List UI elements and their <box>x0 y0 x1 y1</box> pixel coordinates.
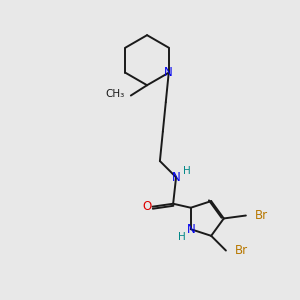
Text: N: N <box>172 171 181 184</box>
Text: H: H <box>182 166 190 176</box>
Text: H: H <box>178 232 186 242</box>
Text: N: N <box>186 223 195 236</box>
Text: Br: Br <box>255 209 268 222</box>
Text: N: N <box>164 66 173 79</box>
Text: O: O <box>142 200 151 213</box>
Text: CH₃: CH₃ <box>106 89 125 99</box>
Text: Br: Br <box>235 244 248 257</box>
